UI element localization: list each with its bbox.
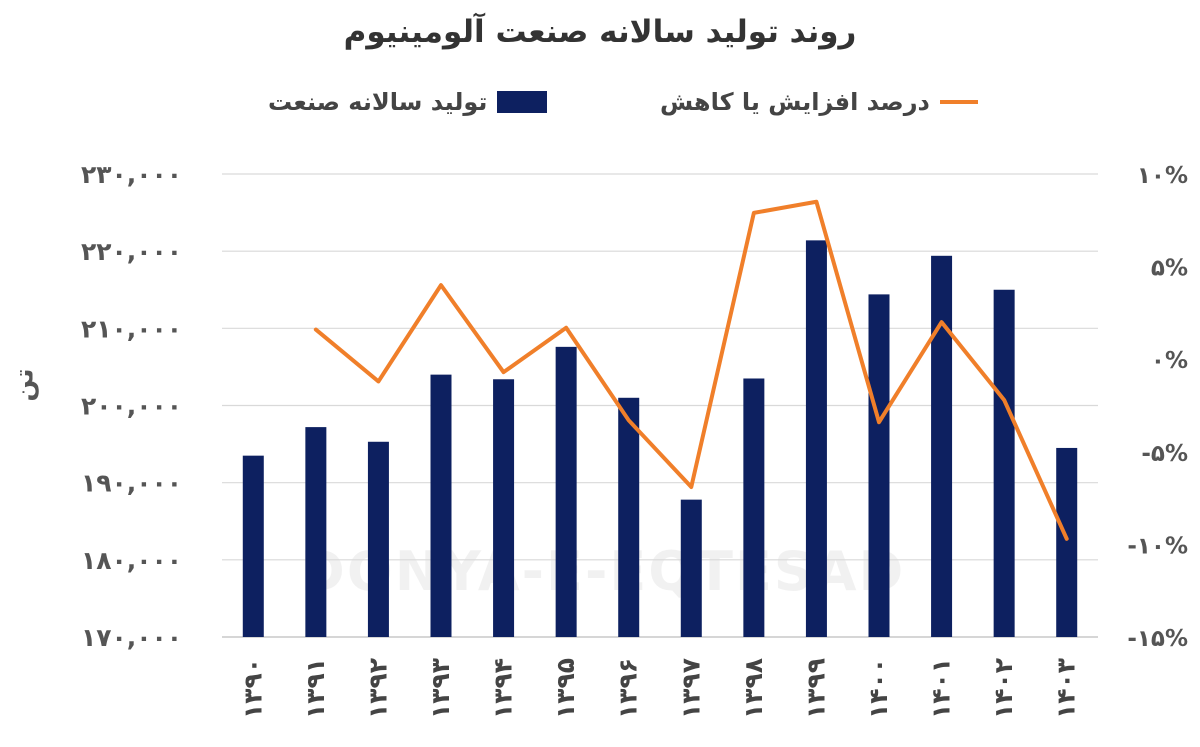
- line-point: [440, 284, 442, 286]
- line-point: [315, 329, 317, 331]
- y-tick-label: ۲۰۰,۰۰۰: [81, 392, 182, 421]
- y2-tick-label: -۱۰%: [1127, 533, 1188, 559]
- series-line: [313, 199, 1069, 541]
- y-tick-label: ۱۹۰,۰۰۰: [81, 469, 182, 498]
- line-point: [941, 321, 943, 323]
- legend-label-percent-change: درصد افزایش یا کاهش: [660, 88, 930, 116]
- y-tick-label: ۱۷۰,۰۰۰: [81, 623, 182, 652]
- bar: [1056, 447, 1078, 637]
- bar: [805, 240, 827, 637]
- x-tick-label: ۱۳۹۹: [801, 658, 830, 719]
- line-point: [690, 486, 692, 488]
- legend-item-annual-production: تولید سالانه صنعت: [268, 88, 548, 116]
- x-tick-label: ۱۳۹۰: [238, 658, 267, 719]
- bar: [993, 289, 1015, 637]
- x-tick-label: ۱۳۹۴: [489, 658, 518, 719]
- chart-title: روند تولید سالانه صنعت آلومینیوم: [343, 14, 857, 50]
- gridlines: [222, 173, 1098, 638]
- bar: [618, 397, 640, 637]
- bar: [493, 379, 515, 637]
- legend-label-annual-production: تولید سالانه صنعت: [268, 88, 488, 116]
- bar: [305, 427, 327, 637]
- x-tick-label: ۱۴۰۲: [989, 658, 1018, 719]
- y-tick-label: ۱۸۰,۰۰۰: [81, 546, 182, 575]
- x-tick-label: ۱۴۰۳: [1052, 658, 1081, 719]
- line-point: [1003, 399, 1005, 401]
- x-tick-label: ۱۳۹۱: [301, 658, 330, 719]
- chart-legend: درصد افزایش یا کاهش تولید سالانه صنعت: [0, 88, 1200, 128]
- legend-swatch-bar: [497, 91, 548, 113]
- bar: [743, 378, 765, 637]
- legend-swatch-line: [939, 100, 978, 104]
- bar: [868, 294, 890, 637]
- bar-series: [242, 240, 1078, 637]
- bar: [555, 346, 577, 637]
- x-tick-label: ۱۳۹۳: [426, 658, 455, 719]
- y-axis-left-ticks: ۱۷۰,۰۰۰ ۱۸۰,۰۰۰ ۱۹۰,۰۰۰ ۲۰۰,۰۰۰ ۲۱۰,۰۰۰ ۲۲۰,۰…: [81, 160, 182, 652]
- x-tick-label: ۱۳۹۶: [614, 658, 643, 719]
- x-tick-label: ۱۳۹۲: [363, 658, 392, 719]
- x-axis-ticks: ۱۳۹۰ ۱۳۹۱ ۱۳۹۲ ۱۳۹۳ ۱۳۹۴ ۱۳۹۵ ۱۳۹۶ ۱۳۹۷ ۱۳۹۸ ۱۳۹۹…: [238, 658, 1080, 719]
- x-tick-label: ۱۳۹۵: [551, 658, 580, 719]
- y-tick-label: ۲۱۰,۰۰۰: [81, 314, 182, 343]
- watermark: DONYA-E-EQTESAD: [300, 540, 906, 603]
- line-series: [313, 199, 1069, 541]
- x-tick-label: ۱۴۰۰: [864, 658, 893, 719]
- y2-tick-label: ۰%: [1151, 348, 1188, 374]
- y2-tick-label: -۱۵%: [1127, 626, 1188, 652]
- line-point: [628, 419, 630, 421]
- bar: [367, 441, 389, 637]
- y-axis-right-ticks: -۱۵% -۱۰% -۵% ۰% ۵% ۱۰%: [1127, 163, 1188, 652]
- line-point: [503, 371, 505, 373]
- x-tick-label: ۱۳۹۷: [676, 658, 705, 719]
- y-tick-label: ۲۲۰,۰۰۰: [81, 237, 182, 266]
- line-point: [1066, 538, 1068, 540]
- bar: [242, 455, 264, 637]
- y2-tick-label: ۱۰%: [1137, 163, 1188, 189]
- bar: [931, 255, 953, 637]
- line-point: [377, 380, 379, 382]
- bar: [680, 499, 702, 637]
- bar: [430, 374, 452, 637]
- x-tick-label: ۱۳۹۸: [739, 658, 768, 719]
- y2-tick-label: -۵%: [1141, 441, 1188, 467]
- line-point: [878, 421, 880, 423]
- line-point: [565, 327, 567, 329]
- y2-tick-label: ۵%: [1151, 256, 1188, 282]
- line-point: [753, 212, 755, 214]
- legend-item-percent-change: درصد افزایش یا کاهش: [660, 88, 978, 116]
- y-tick-label: ۲۳۰,۰۰۰: [81, 160, 182, 189]
- line-point: [815, 201, 817, 203]
- x-tick-label: ۱۴۰۱: [927, 658, 956, 719]
